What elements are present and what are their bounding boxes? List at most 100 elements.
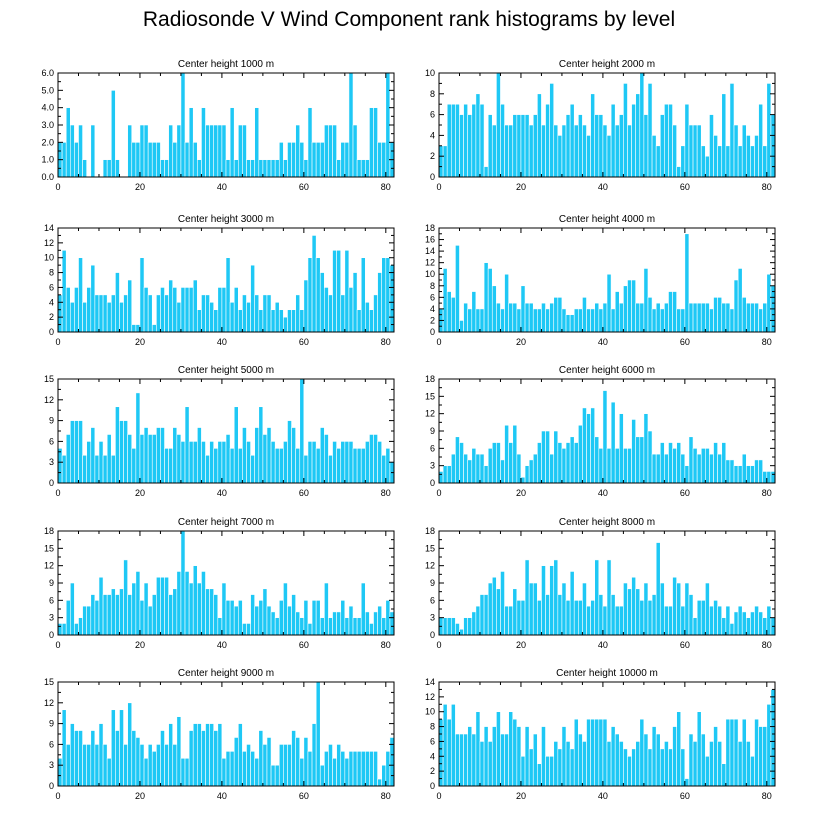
histogram-bar: [651, 453, 657, 484]
histogram-bar: [156, 744, 161, 787]
y-tick-label: 18: [44, 526, 54, 536]
histogram-bar: [344, 142, 350, 178]
histogram-bar: [762, 145, 768, 178]
histogram-bar: [631, 419, 636, 484]
y-tick-label: 0: [430, 327, 435, 337]
histogram-bar: [188, 582, 194, 636]
histogram-bar: [688, 436, 694, 484]
histogram-bar: [762, 302, 768, 333]
histogram-bar: [336, 159, 342, 178]
histogram-bar: [664, 741, 669, 787]
histogram-bar: [655, 453, 661, 484]
histogram-bar: [565, 314, 571, 333]
histogram-bar: [94, 600, 100, 636]
histogram-bar: [664, 103, 669, 178]
histogram-bar: [598, 114, 604, 178]
histogram-bar: [561, 124, 567, 178]
histogram-bar: [160, 730, 165, 787]
histogram-bar: [307, 257, 313, 333]
histogram-bar: [590, 600, 596, 636]
y-tick-label: 6: [430, 443, 435, 453]
y-tick-label: 9: [430, 578, 435, 588]
y-tick-label: 2.0: [41, 137, 54, 147]
histogram-bar: [508, 302, 514, 333]
histogram-bar: [557, 594, 563, 636]
histogram-bar: [651, 308, 657, 333]
histogram-bar: [696, 711, 702, 787]
histogram-bar: [328, 617, 333, 636]
histogram-bar: [545, 755, 550, 787]
histogram-bar: [450, 297, 456, 333]
histogram-bar: [295, 124, 301, 178]
y-tick-label: 18: [425, 223, 435, 233]
histogram-bar: [197, 427, 202, 484]
histogram-bar: [369, 107, 374, 178]
histogram-bar: [737, 741, 743, 787]
histogram-bar: [516, 453, 522, 484]
histogram-bar: [483, 465, 489, 484]
histogram-bar: [311, 142, 317, 178]
histogram-bar: [164, 448, 169, 484]
y-tick-label: 14: [44, 223, 54, 233]
histogram-bar: [295, 448, 301, 484]
panel-title: Center height 7000 m: [178, 517, 274, 528]
histogram-bar: [131, 142, 137, 178]
histogram-bar: [508, 442, 514, 484]
histogram-bar: [184, 571, 190, 636]
histogram-bar: [565, 114, 571, 178]
histogram-bar: [82, 454, 87, 484]
histogram-bar: [455, 103, 460, 178]
histogram-bar: [508, 605, 514, 636]
histogram-bar: [606, 448, 612, 484]
x-tick-label: 0: [436, 182, 441, 192]
histogram-bar: [705, 755, 710, 787]
histogram-bar: [565, 600, 571, 636]
histogram-bar: [463, 733, 468, 787]
histogram-bar: [721, 302, 727, 333]
histogram-bar: [516, 114, 522, 178]
histogram-bar: [188, 730, 194, 787]
histogram-bar: [504, 124, 509, 178]
histogram-bar: [188, 287, 194, 333]
histogram-bar: [365, 441, 370, 484]
histogram-bar: [635, 93, 641, 178]
histogram-bar: [131, 448, 137, 484]
histogram-bar: [643, 582, 649, 636]
histogram-bar: [151, 434, 157, 484]
histogram-bar: [655, 145, 661, 178]
histogram-bar: [106, 301, 112, 333]
histogram-bar: [659, 582, 665, 636]
histogram-bar: [385, 257, 391, 333]
y-tick-label: 15: [44, 677, 54, 687]
x-tick-label: 20: [516, 182, 526, 192]
histogram-bar: [639, 436, 645, 484]
histogram-panel: Center height 5000 m 0 20 40 60 80 0 3 6 9 12 15: [44, 365, 395, 498]
histogram-bar: [352, 751, 358, 787]
histogram-bar: [578, 308, 583, 333]
histogram-bar: [160, 287, 165, 333]
panel-title: Center height 10000 m: [556, 668, 658, 679]
histogram-bar: [176, 716, 182, 787]
histogram-bar: [262, 588, 268, 636]
histogram-bar: [82, 744, 87, 787]
histogram-bar: [733, 718, 739, 787]
x-tick-label: 0: [55, 182, 60, 192]
histogram-bar: [483, 594, 489, 636]
panel-title: Center height 8000 m: [559, 517, 655, 528]
y-tick-label: 9: [49, 416, 54, 426]
x-tick-label: 80: [381, 791, 391, 801]
histogram-bar: [737, 465, 743, 484]
x-tick-label: 40: [217, 791, 227, 801]
histogram-bar: [340, 441, 346, 484]
histogram-bar: [602, 718, 608, 787]
y-tick-label: 0: [430, 781, 435, 791]
histogram-bar: [713, 600, 718, 636]
histogram-bar: [328, 454, 333, 484]
histogram-bar: [381, 764, 387, 787]
histogram-bar: [246, 623, 251, 636]
histogram-bar: [98, 576, 104, 636]
histogram-bar: [582, 297, 587, 333]
histogram-bar: [500, 459, 505, 484]
histogram-bar: [176, 571, 182, 636]
